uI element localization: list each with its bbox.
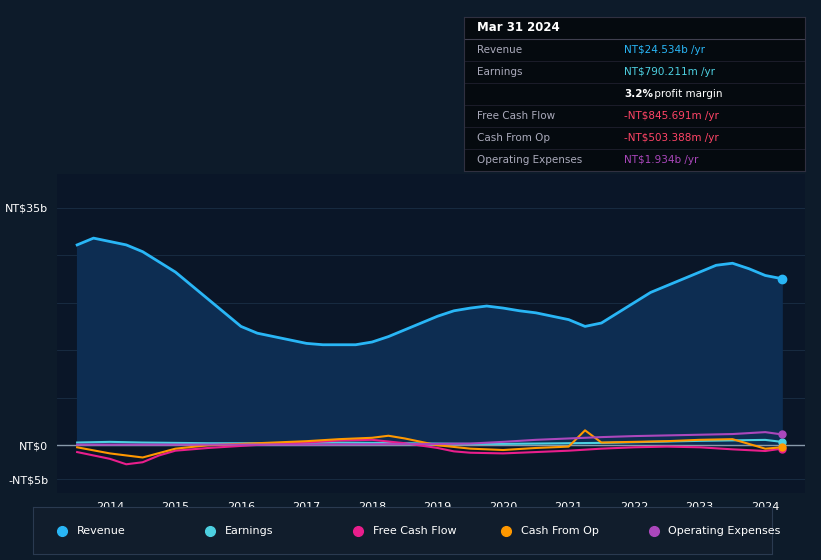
Text: Earnings: Earnings — [478, 67, 523, 77]
Text: Operating Expenses: Operating Expenses — [668, 526, 781, 535]
Text: Free Cash Flow: Free Cash Flow — [373, 526, 456, 535]
Text: NT$790.211m /yr: NT$790.211m /yr — [624, 67, 715, 77]
Text: Cash From Op: Cash From Op — [521, 526, 599, 535]
Text: 3.2%: 3.2% — [624, 89, 653, 99]
Text: -NT$503.388m /yr: -NT$503.388m /yr — [624, 133, 718, 143]
Text: Cash From Op: Cash From Op — [478, 133, 551, 143]
Text: Mar 31 2024: Mar 31 2024 — [478, 21, 560, 34]
Text: profit margin: profit margin — [651, 89, 722, 99]
Text: Revenue: Revenue — [478, 45, 523, 55]
Text: -NT$845.691m /yr: -NT$845.691m /yr — [624, 111, 719, 121]
Text: Free Cash Flow: Free Cash Flow — [478, 111, 556, 121]
Text: Revenue: Revenue — [77, 526, 126, 535]
Text: Earnings: Earnings — [225, 526, 273, 535]
Text: NT$24.534b /yr: NT$24.534b /yr — [624, 45, 705, 55]
Text: NT$1.934b /yr: NT$1.934b /yr — [624, 155, 699, 165]
Text: Operating Expenses: Operating Expenses — [478, 155, 583, 165]
